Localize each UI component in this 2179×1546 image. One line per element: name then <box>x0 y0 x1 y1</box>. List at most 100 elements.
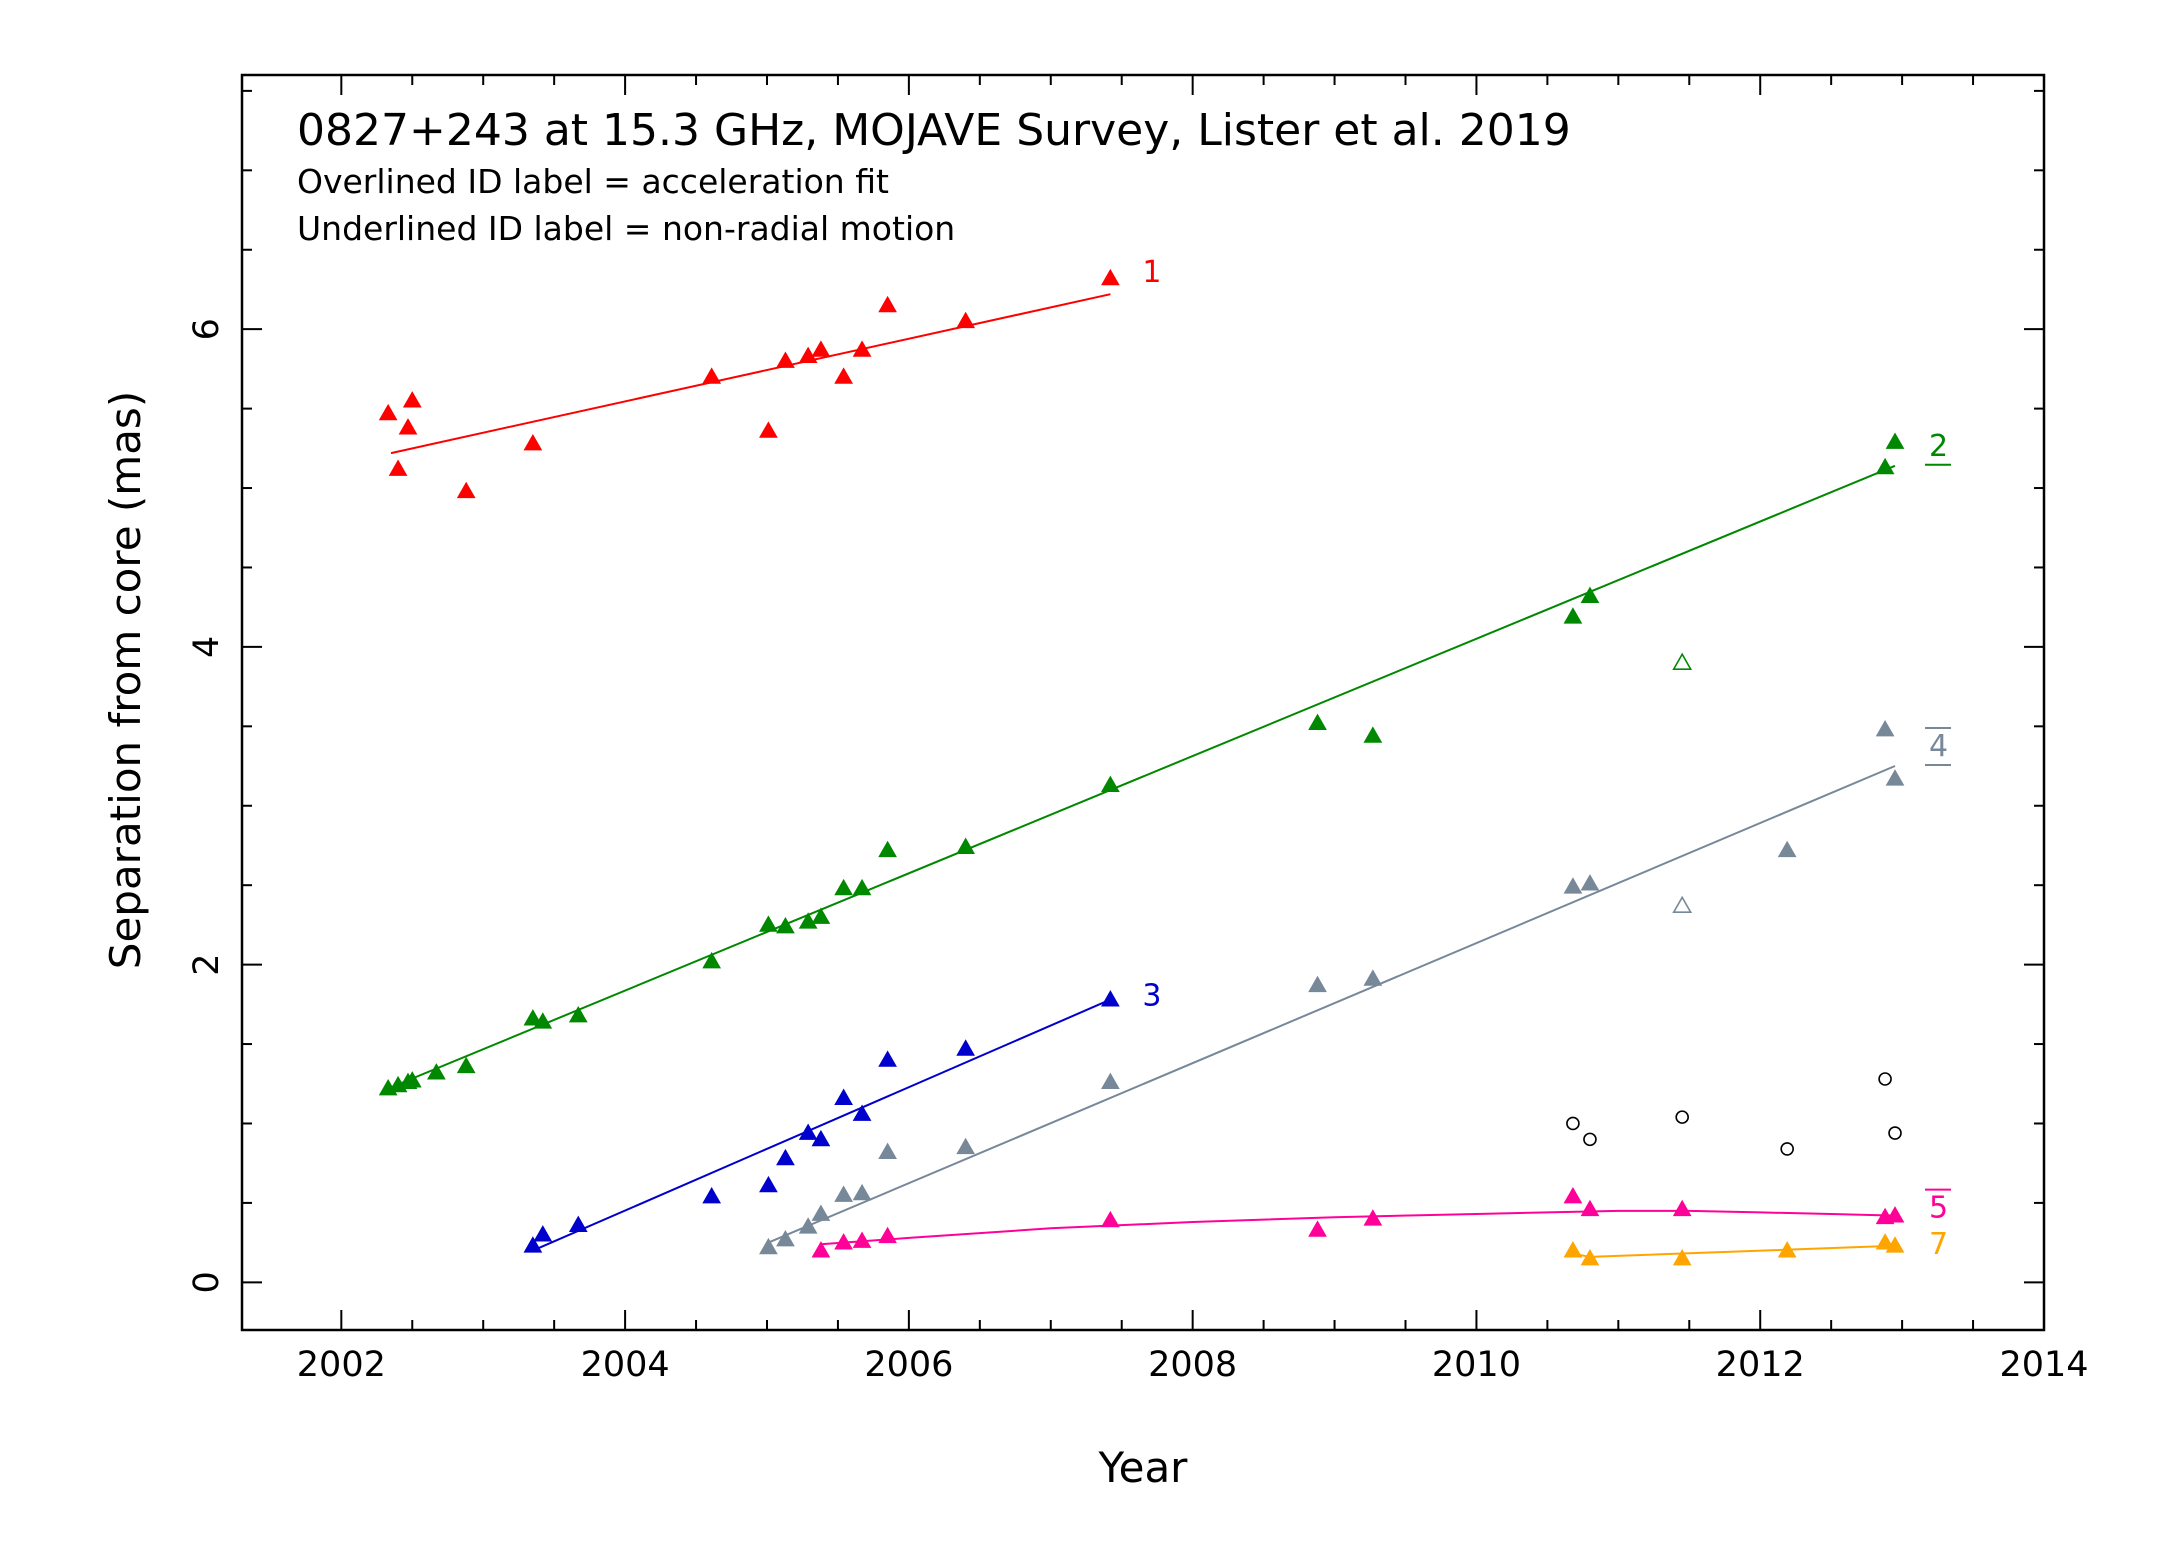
open-circle-point <box>1583 1132 1597 1147</box>
data-point-series-5 <box>1101 1210 1120 1228</box>
data-point-series-2 <box>798 912 818 929</box>
data-point-series-7 <box>1875 1233 1895 1250</box>
data-point-series-3 <box>1101 990 1120 1007</box>
data-point-series-4 <box>852 1183 872 1201</box>
data-point-series-4 <box>1563 877 1583 894</box>
open-circle-point <box>1878 1072 1892 1086</box>
data-point-series-5 <box>1580 1199 1600 1217</box>
open-point-series-4 <box>1672 895 1693 914</box>
open-point-series-2 <box>1672 652 1693 670</box>
data-point-series-3 <box>568 1215 588 1233</box>
data-point-series-3 <box>956 1039 975 1056</box>
data-point-series-4 <box>798 1217 818 1234</box>
data-point-series-2 <box>533 1012 553 1029</box>
y-axis-label: Separation from core (mas) <box>101 391 150 969</box>
y-tick-label: 4 <box>187 636 227 658</box>
plot-marks <box>378 268 1905 1266</box>
chart-labels: 0827+243 at 15.3 GHz, MOJAVE Survey, Lis… <box>101 105 1952 1492</box>
data-point-series-2 <box>852 878 872 896</box>
data-point-series-2 <box>702 951 722 969</box>
open-circle-point <box>1566 1116 1580 1131</box>
data-point-series-2 <box>568 1005 588 1023</box>
data-point-series-1 <box>956 311 975 329</box>
data-point-series-1 <box>388 459 408 476</box>
data-point-series-2 <box>427 1063 446 1080</box>
data-point-series-2 <box>1101 775 1120 792</box>
data-point-series-2 <box>1580 586 1600 603</box>
data-point-series-4 <box>811 1204 831 1221</box>
data-point-series-2 <box>878 840 897 858</box>
data-point-series-2 <box>811 907 831 924</box>
series-label-1: 1 <box>1142 255 1161 290</box>
data-point-series-2 <box>1885 432 1905 449</box>
data-point-series-4 <box>1363 969 1383 986</box>
data-point-series-3 <box>776 1148 795 1166</box>
data-point-series-2 <box>1308 713 1327 731</box>
note-underline: Underlined ID label = non-radial motion <box>297 209 955 248</box>
open-circle-point <box>1780 1142 1794 1156</box>
data-point-series-7 <box>1563 1241 1583 1258</box>
data-point-series-5 <box>1885 1206 1905 1223</box>
data-point-series-7 <box>1672 1249 1692 1266</box>
data-point-series-4 <box>1308 975 1327 993</box>
open-circle-point <box>1675 1110 1689 1124</box>
data-point-series-5 <box>1308 1220 1327 1237</box>
open-circle-point <box>1888 1126 1902 1140</box>
fit-line-series-3 <box>532 998 1111 1252</box>
data-point-series-4 <box>1580 874 1600 891</box>
data-point-series-2 <box>956 837 975 854</box>
data-point-series-2 <box>776 916 795 934</box>
data-point-series-2 <box>759 915 778 932</box>
data-point-series-5 <box>1672 1199 1692 1217</box>
data-point-series-4 <box>956 1137 975 1155</box>
x-tick-label: 2012 <box>1716 1345 1805 1385</box>
data-point-series-1 <box>776 351 795 368</box>
y-tick-label: 6 <box>187 318 227 340</box>
fit-line-series-1 <box>390 293 1111 455</box>
data-point-series-2 <box>456 1056 476 1074</box>
data-point-series-2 <box>834 878 853 896</box>
data-point-series-1 <box>811 340 831 357</box>
data-point-series-5 <box>834 1233 853 1250</box>
data-point-series-1 <box>834 367 853 384</box>
plot-frame <box>240 73 2046 1332</box>
x-axis-label: Year <box>1098 1443 1189 1492</box>
x-tick-label: 2014 <box>1999 1345 2088 1385</box>
data-point-series-4 <box>1777 840 1797 858</box>
fit-line-series-7 <box>1572 1244 1896 1258</box>
data-point-series-3 <box>523 1236 543 1253</box>
data-point-series-4 <box>759 1237 778 1255</box>
y-tick-label: 2 <box>187 953 227 975</box>
x-tick-label: 2008 <box>1148 1345 1237 1385</box>
data-point-series-3 <box>811 1129 831 1147</box>
data-point-series-5 <box>1563 1187 1583 1204</box>
data-point-series-1 <box>852 340 872 357</box>
axes: 2002 2004 2006 2008 2010 2012 2014 0 2 4 6 <box>187 73 2089 1385</box>
series-label-4: 4 <box>1929 729 1948 764</box>
x-tick-label: 2006 <box>864 1345 953 1385</box>
data-point-series-2 <box>523 1009 543 1026</box>
data-point-series-3 <box>702 1187 722 1204</box>
data-point-series-4 <box>1101 1072 1120 1090</box>
data-point-series-1 <box>798 346 818 364</box>
data-point-series-1 <box>878 295 897 313</box>
series-label-5: 5 <box>1929 1191 1948 1226</box>
data-point-series-4 <box>834 1185 853 1202</box>
data-point-series-1 <box>1101 268 1120 286</box>
data-point-series-4 <box>776 1229 795 1247</box>
data-point-series-1 <box>456 481 476 499</box>
x-tick-label: 2010 <box>1432 1345 1521 1385</box>
data-point-series-3 <box>533 1225 553 1242</box>
data-point-series-2 <box>402 1071 422 1088</box>
data-point-series-2 <box>1563 607 1583 624</box>
data-point-series-1 <box>523 434 543 451</box>
data-point-series-5 <box>1363 1209 1383 1226</box>
data-point-series-4 <box>878 1142 897 1159</box>
fit-line-series-5 <box>820 1209 1896 1246</box>
y-tick-label: 0 <box>187 1271 227 1293</box>
fit-line-series-2 <box>387 464 1896 1090</box>
data-point-series-7 <box>1777 1241 1797 1258</box>
chart-title: 0827+243 at 15.3 GHz, MOJAVE Survey, Lis… <box>297 105 1571 156</box>
data-point-series-5 <box>811 1241 831 1258</box>
